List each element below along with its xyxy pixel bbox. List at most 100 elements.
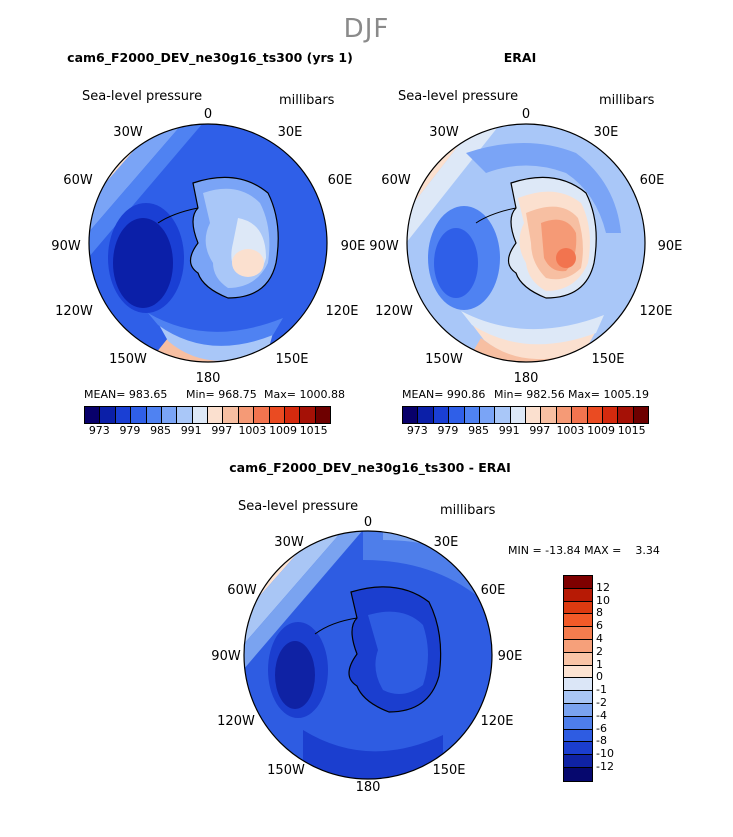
colorbar-tick-label: 997 [211, 424, 233, 437]
colorbar-diff [563, 575, 593, 782]
lon-label-120e: 120E [325, 304, 359, 319]
lon-label-120e: 120E [480, 714, 514, 729]
colorbar-swatch [526, 407, 542, 423]
colorbar-swatch [564, 601, 592, 615]
lon-label-90w: 90W [369, 239, 399, 254]
colorbar-tick-label: 991 [180, 424, 202, 437]
colorbar-swatch [564, 767, 592, 781]
lon-label-0: 0 [363, 515, 373, 530]
polar-map-model [88, 123, 328, 363]
colorbar-tick-label: 2 [596, 644, 603, 658]
colorbar-tick-label: 997 [529, 424, 551, 437]
colorbar-tick-label: 1009 [269, 424, 298, 437]
colorbar-swatch [85, 407, 101, 423]
colorbar-swatch [564, 729, 592, 743]
colorbar-tick-label: 1015 [617, 424, 646, 437]
colorbar-tick-label: -12 [596, 760, 614, 773]
colorbar-swatch [177, 407, 193, 423]
lon-label-90e: 90E [657, 239, 683, 254]
lon-label-150w: 150W [109, 352, 147, 367]
colorbar-tick-label: 973 [88, 424, 110, 437]
colorbar-swatch [223, 407, 239, 423]
colorbar-tick-label: -4 [596, 708, 607, 722]
lon-label-120e: 120E [639, 304, 673, 319]
colorbar-swatch [131, 407, 147, 423]
variable-label: Sea-level pressure [398, 89, 519, 104]
lon-label-0: 0 [521, 107, 531, 122]
lon-label-30e: 30E [277, 125, 303, 140]
colorbar-swatch [564, 742, 592, 756]
lon-label-30e: 30E [593, 125, 619, 140]
colorbar-labels-obs: 973 979 985 991 997 1003 1009 1015 [402, 424, 647, 438]
colorbar-swatch [192, 407, 208, 423]
colorbar-tick-label: 973 [406, 424, 428, 437]
colorbar-swatch [510, 407, 526, 423]
colorbar-swatch [633, 407, 648, 423]
colorbar-tick-label: 1015 [299, 424, 328, 437]
colorbar-swatch [564, 652, 592, 666]
colorbar-swatch [315, 407, 330, 423]
colorbar-swatch [564, 639, 592, 653]
lon-label-60w: 60W [63, 173, 93, 188]
colorbar-swatch [433, 407, 450, 423]
colorbar-swatch [556, 407, 573, 423]
colorbar-tick-label: -1 [596, 683, 607, 697]
colorbar-swatch [479, 407, 496, 423]
colorbar-swatch [564, 691, 592, 704]
colorbar-swatch [146, 407, 162, 423]
colorbar-tick-label: -10 [596, 747, 614, 761]
units-label: millibars [599, 93, 655, 108]
panel-title-obs: ERAI [503, 50, 537, 65]
lon-label-90w: 90W [51, 239, 81, 254]
units-label: millibars [440, 503, 496, 518]
lon-label-0: 0 [203, 107, 213, 122]
colorbar-labels-diff: 12 10 8 6 4 2 1 0 -1 -2 -4 -6 -8 -10 -12 [596, 575, 636, 837]
variable-label: Sea-level pressure [82, 89, 203, 104]
colorbar-swatch [495, 407, 511, 423]
colorbar-swatch [618, 407, 634, 423]
diff-minmax: MIN = -13.84 MAX = 3.34 [508, 544, 660, 557]
colorbar-swatch [564, 716, 592, 730]
colorbar-swatch [564, 627, 592, 640]
units-label: millibars [279, 93, 335, 108]
lon-label-150e: 150E [275, 352, 309, 367]
colorbar-labels-model: 973 979 985 991 997 1003 1009 1015 [84, 424, 329, 438]
colorbar-tick-label: 991 [498, 424, 520, 437]
panel-title-diff: cam6_F2000_DEV_ne30g16_ts300 - ERAI [229, 460, 511, 475]
colorbar-tick-label: -8 [596, 734, 607, 748]
colorbar-swatch [464, 407, 480, 423]
stats-max: Max= 1000.88 [264, 388, 345, 401]
colorbar-swatch [564, 614, 592, 628]
lon-label-150w: 150W [425, 352, 463, 367]
colorbar-swatch [572, 407, 588, 423]
colorbar-swatch [541, 407, 557, 423]
colorbar-swatch [564, 588, 592, 602]
stats-max: Max= 1005.19 [568, 388, 649, 401]
lon-label-120w: 120W [55, 304, 93, 319]
colorbar-swatch [254, 407, 270, 423]
colorbar-tick-label: 12 [596, 580, 610, 594]
lon-label-90w: 90W [211, 649, 241, 664]
colorbar-tick-label: 4 [596, 632, 603, 645]
lon-label-180: 180 [513, 371, 539, 386]
lon-label-180: 180 [195, 371, 221, 386]
variable-label: Sea-level pressure [238, 499, 359, 514]
panel-title-model: cam6_F2000_DEV_ne30g16_ts300 (yrs 1) [67, 50, 353, 65]
lon-label-30w: 30W [113, 125, 143, 140]
polar-map-diff [243, 530, 493, 780]
colorbar-tick-label: 1003 [556, 424, 585, 437]
colorbar-swatch [208, 407, 224, 423]
stats-min: Min= 968.75 [186, 388, 257, 401]
lon-label-30e: 30E [433, 535, 459, 550]
lon-label-60e: 60E [639, 173, 665, 188]
lon-label-60e: 60E [480, 583, 506, 598]
colorbar-swatch [161, 407, 178, 423]
colorbar-swatch [602, 407, 619, 423]
lon-label-60w: 60W [381, 173, 411, 188]
stats-mean: MEAN= 983.65 [84, 388, 168, 401]
lon-label-150w: 150W [267, 763, 305, 778]
colorbar-tick-label: -2 [596, 696, 607, 709]
lon-label-180: 180 [355, 780, 381, 795]
colorbar-swatch [587, 407, 603, 423]
stats-min: Min= 982.56 [494, 388, 565, 401]
